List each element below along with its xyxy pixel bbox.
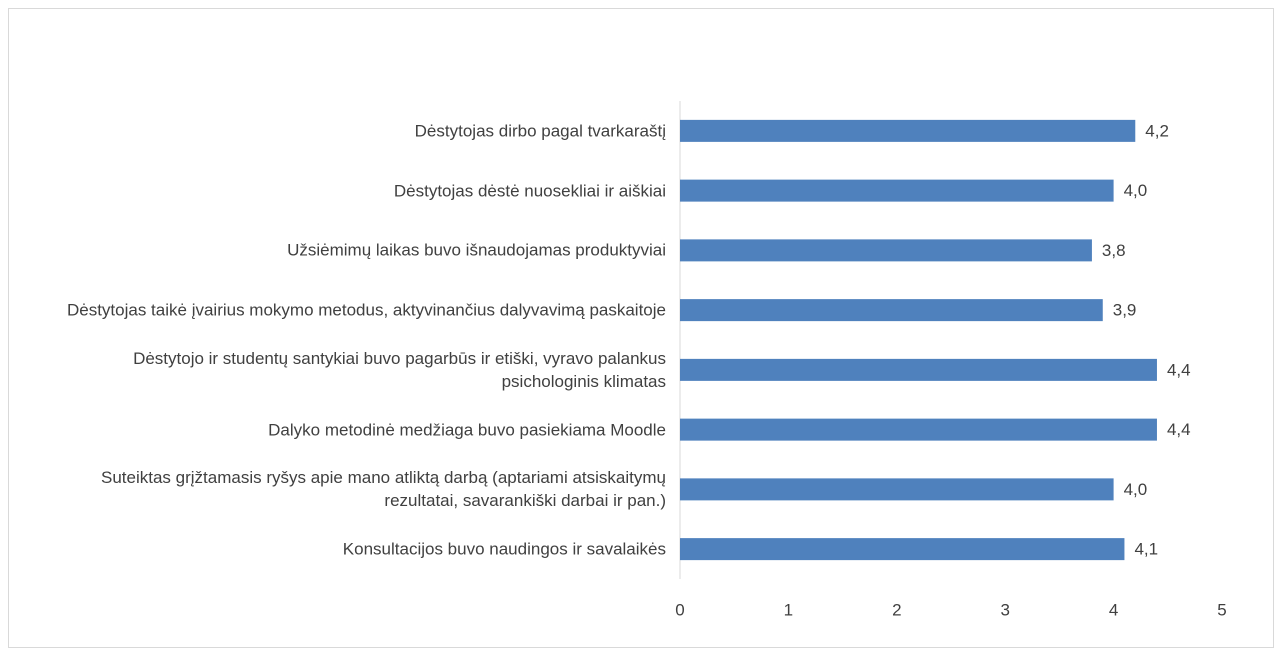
bar xyxy=(680,538,1125,561)
y-tick-label: Užsiėmimų laikas buvo išnaudojamas produ… xyxy=(287,240,666,260)
x-tick-label: 0 xyxy=(675,600,684,619)
data-label: 3,9 xyxy=(1113,301,1137,320)
data-label: 4,0 xyxy=(1124,480,1148,499)
y-tick-label: Dėstytojo ir studentų santykiai buvo pag… xyxy=(133,348,666,391)
y-tick-label: Konsultacijos buvo naudingos ir savalaik… xyxy=(342,539,666,559)
data-label: 4,4 xyxy=(1167,360,1191,379)
y-tick-label: Dėstytojas dėstė nuosekliai ir aiškiai xyxy=(393,181,666,201)
x-tick-label: 1 xyxy=(784,600,793,619)
chart: 0 1 2 3 4 5 4,2 4,0 3,8 3,9 4,4 4,4 4,0 4,1 xyxy=(675,101,1227,619)
y-tick-label: Dėstytojas dirbo pagal tvarkaraštį xyxy=(414,121,666,141)
bar xyxy=(680,119,1136,142)
x-tick-label: 4 xyxy=(1109,600,1118,619)
y-tick-label: Dalyko metodinė medžiaga buvo pasiekiama… xyxy=(268,420,666,440)
data-label: 4,1 xyxy=(1134,540,1158,559)
data-label: 3,8 xyxy=(1102,241,1126,260)
data-label: 4,4 xyxy=(1167,420,1191,439)
bar xyxy=(680,239,1092,262)
y-tick-label: Dėstytojas taikė įvairius mokymo metodus… xyxy=(66,300,666,320)
data-label: 4,2 xyxy=(1145,121,1169,140)
x-tick-label: 5 xyxy=(1217,600,1226,619)
bar xyxy=(680,478,1114,501)
data-label: 4,0 xyxy=(1124,181,1148,200)
bar xyxy=(680,179,1114,202)
x-tick-label: 2 xyxy=(892,600,901,619)
bar xyxy=(680,299,1103,322)
bar xyxy=(680,418,1157,441)
bar xyxy=(680,358,1157,381)
y-tick-label: Suteiktas grįžtamasis ryšys apie mano at… xyxy=(101,468,666,511)
page: 0 1 2 3 4 5 4,2 4,0 3,8 3,9 4,4 4,4 4,0 4,1 Dėstytoja… xyxy=(8,8,1274,648)
x-tick-label: 3 xyxy=(1000,600,1009,619)
